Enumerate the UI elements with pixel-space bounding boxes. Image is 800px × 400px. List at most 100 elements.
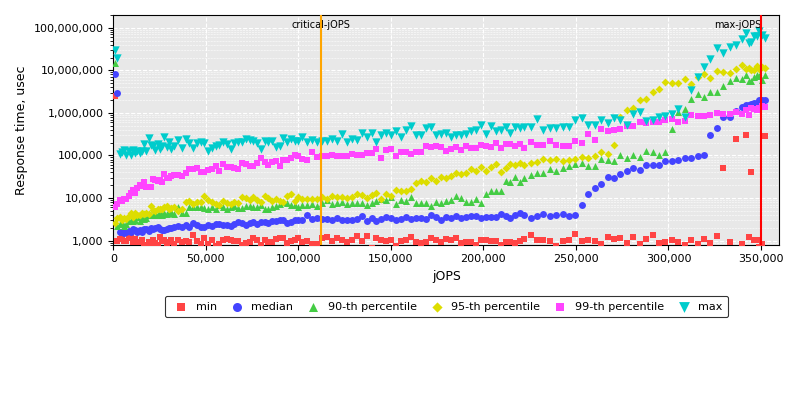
90-th percentile [213,202,226,208]
median [594,181,607,188]
95-th percentile [160,203,173,209]
90-th percentile [124,217,137,224]
95-th percentile [247,194,260,200]
min [120,238,133,244]
90-th percentile [758,72,771,78]
min [685,237,698,244]
max [355,129,368,136]
median [186,220,199,226]
median [326,217,338,223]
99-th percentile [315,153,328,160]
99-th percentile [213,168,226,174]
min [321,234,334,240]
median [640,162,653,168]
99-th percentile [285,154,298,161]
95-th percentile [518,162,530,168]
90-th percentile [450,193,462,200]
min [410,239,422,245]
median [131,229,144,236]
99-th percentile [124,189,137,196]
95-th percentile [454,171,467,178]
95-th percentile [239,195,252,202]
min [335,236,348,243]
95-th percentile [425,174,438,181]
min [247,234,260,241]
95-th percentile [410,180,422,186]
max [221,141,234,147]
99-th percentile [243,163,256,170]
95-th percentile [115,216,128,223]
90-th percentile [691,91,704,97]
min [149,240,162,246]
median [514,210,526,216]
99-th percentile [198,169,211,176]
min [310,241,323,247]
95-th percentile [262,195,274,201]
95-th percentile [479,168,492,174]
90-th percentile [723,78,736,84]
max [678,114,691,120]
max [753,28,766,35]
95-th percentile [430,178,442,185]
99-th percentile [273,163,286,170]
90-th percentile [588,162,601,169]
min [425,235,438,241]
99-th percentile [239,160,252,167]
min [666,237,678,244]
90-th percentile [232,204,245,211]
99-th percentile [296,156,309,162]
median [653,161,666,168]
95-th percentile [582,155,594,162]
min [239,240,252,246]
95-th percentile [158,204,170,210]
median [414,214,427,221]
median [405,216,418,222]
90-th percentile [745,78,758,84]
95-th percentile [395,188,408,194]
median [543,213,556,220]
max [213,142,226,148]
99-th percentile [514,141,526,148]
90-th percentile [653,152,666,158]
median [659,158,672,165]
min [450,235,462,241]
95-th percentile [748,67,761,73]
99-th percentile [306,148,318,155]
90-th percentile [543,166,556,172]
95-th percentile [621,107,634,114]
max [653,113,666,120]
95-th percentile [198,192,211,199]
Text: max-jOPS: max-jOPS [714,20,761,30]
90-th percentile [330,200,343,206]
min [524,232,537,238]
95-th percentile [306,196,318,202]
90-th percentile [704,89,717,96]
min [459,238,472,245]
95-th percentile [691,74,704,80]
min [672,239,685,245]
min [160,241,173,248]
median [239,222,252,228]
min [375,237,388,244]
max [247,138,260,144]
95-th percentile [335,194,348,200]
min [175,239,188,246]
90-th percentile [326,201,338,207]
99-th percentile [640,120,653,126]
95-th percentile [122,213,135,219]
min [202,241,214,247]
99-th percentile [190,165,203,171]
99-th percentile [504,141,517,147]
90-th percentile [350,200,363,206]
max [266,138,278,144]
99-th percentile [224,164,237,170]
99-th percentile [385,146,398,152]
99-th percentile [499,141,512,148]
95-th percentile [365,192,378,198]
99-th percentile [434,144,447,150]
99-th percentile [270,158,282,164]
90-th percentile [756,77,769,83]
90-th percentile [742,78,755,84]
median [296,216,309,223]
95-th percentile [217,198,230,204]
